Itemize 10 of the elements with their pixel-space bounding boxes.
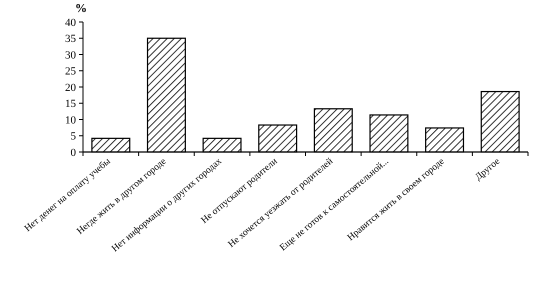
y-axis-title: % [75, 1, 87, 15]
y-tick-label: 40 [65, 16, 76, 29]
y-tick-label: 0 [70, 146, 76, 159]
y-tick-label: 20 [65, 82, 76, 94]
y-tick-label: 5 [70, 130, 76, 143]
y-tick-label: 30 [65, 49, 76, 62]
y-tick-label: 15 [65, 98, 76, 110]
y-tick-label: 10 [65, 114, 76, 126]
y-tick-label: 25 [65, 66, 76, 78]
y-tick-label: 35 [65, 33, 76, 46]
